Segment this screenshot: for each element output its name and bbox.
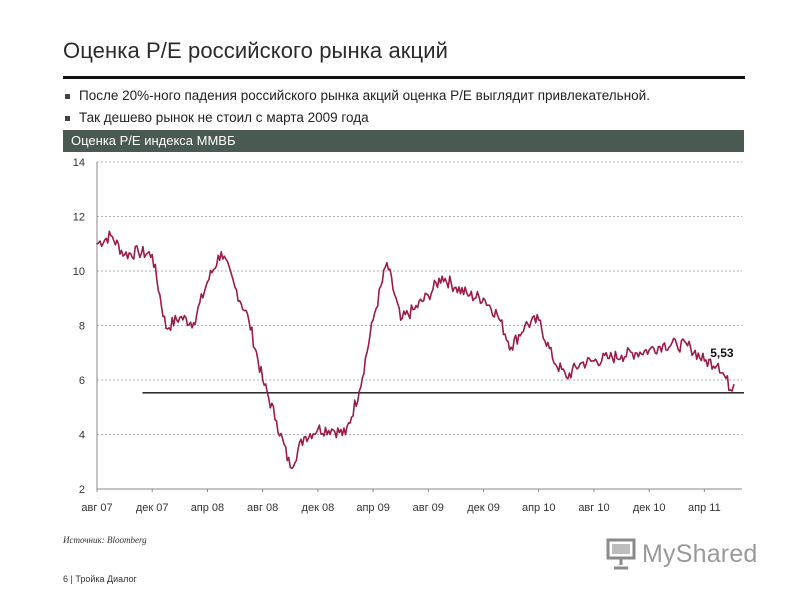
data-point — [689, 346, 692, 349]
data-point — [372, 319, 374, 321]
data-point — [731, 390, 733, 392]
bullet-text: После 20%-ного падения российского рынка… — [79, 88, 650, 103]
y-tick-label: 10 — [73, 266, 85, 278]
data-point — [565, 376, 568, 379]
data-point — [413, 308, 416, 310]
footer: 6 | Тройка Диалог — [63, 574, 137, 584]
y-tick-label: 4 — [79, 430, 85, 442]
data-point — [606, 357, 609, 360]
data-point — [593, 360, 595, 362]
data-point — [248, 319, 250, 321]
data-point — [524, 324, 526, 327]
data-point — [234, 286, 236, 289]
data-point — [634, 351, 637, 354]
x-tick-label: дек 10 — [633, 502, 666, 514]
y-tick-label: 8 — [79, 321, 85, 333]
y-tick-label: 14 — [73, 157, 85, 169]
x-tick-label: авг 07 — [81, 502, 112, 514]
title-divider — [63, 76, 745, 79]
data-point — [151, 253, 154, 256]
data-point — [496, 313, 499, 316]
bullet-item: После 20%-ного падения российского рынка… — [63, 85, 753, 107]
data-point — [620, 354, 623, 357]
x-tick-label: апр 10 — [522, 502, 555, 514]
data-point — [455, 286, 457, 289]
presentation-board-icon — [606, 538, 636, 570]
data-point — [123, 253, 126, 256]
x-tick-label: апр 09 — [356, 502, 389, 514]
data-point — [510, 346, 512, 349]
data-point — [137, 251, 140, 253]
data-point — [579, 362, 581, 365]
x-tick-label: авг 08 — [247, 502, 278, 514]
data-point — [110, 234, 112, 237]
watermark: MyShared — [606, 536, 758, 572]
data-point — [192, 321, 195, 324]
data-point — [662, 343, 664, 346]
data-point — [206, 281, 209, 283]
x-tick-label: апр 11 — [688, 502, 721, 514]
data-point — [261, 379, 264, 381]
data-point — [358, 390, 361, 392]
data-point — [648, 349, 650, 351]
data-point — [330, 428, 333, 430]
data-point — [441, 275, 443, 278]
y-tick-label: 6 — [79, 375, 85, 387]
bullet-list: После 20%-ного падения российского рынка… — [63, 85, 753, 129]
bullet-text: Так дешево рынок не стоил с марта 2009 г… — [79, 110, 369, 125]
x-tick-label: авг 10 — [578, 502, 609, 514]
data-point — [675, 343, 678, 346]
data-point — [220, 251, 223, 253]
data-point — [275, 420, 278, 422]
data-point — [399, 319, 402, 321]
data-point — [427, 294, 430, 297]
data-point — [303, 436, 305, 439]
data-point — [96, 242, 98, 245]
bullet-square-icon — [65, 94, 70, 99]
chart-header: Оценка P/E индекса ММВБ — [63, 130, 744, 152]
data-point — [317, 428, 319, 430]
data-point — [468, 294, 471, 297]
x-tick-label: авг 09 — [413, 502, 444, 514]
data-point — [344, 433, 347, 436]
data-point — [289, 466, 292, 469]
bullet-item: Так дешево рынок не стоил с марта 2009 г… — [63, 107, 753, 129]
data-point — [386, 262, 388, 264]
data-point — [482, 297, 485, 300]
watermark-text: MyShared — [642, 539, 758, 568]
x-tick-label: дек 07 — [136, 502, 169, 514]
data-point — [717, 362, 719, 365]
data-point — [179, 316, 181, 319]
x-tick-label: апр 08 — [191, 502, 224, 514]
y-tick-label: 2 — [79, 484, 85, 496]
page-title: Оценка P/E российского рынка акций — [63, 38, 449, 63]
data-point — [551, 357, 554, 360]
bullet-square-icon — [65, 116, 70, 121]
data-point — [703, 360, 706, 362]
data-point — [537, 319, 540, 321]
source-note: Источник: Bloomberg — [63, 535, 147, 545]
x-tick-label: дек 09 — [467, 502, 500, 514]
data-label: 5,53 — [710, 346, 734, 360]
series-line — [96, 230, 735, 470]
x-tick-label: дек 08 — [302, 502, 335, 514]
data-point — [165, 327, 167, 330]
y-tick-label: 12 — [73, 212, 85, 224]
